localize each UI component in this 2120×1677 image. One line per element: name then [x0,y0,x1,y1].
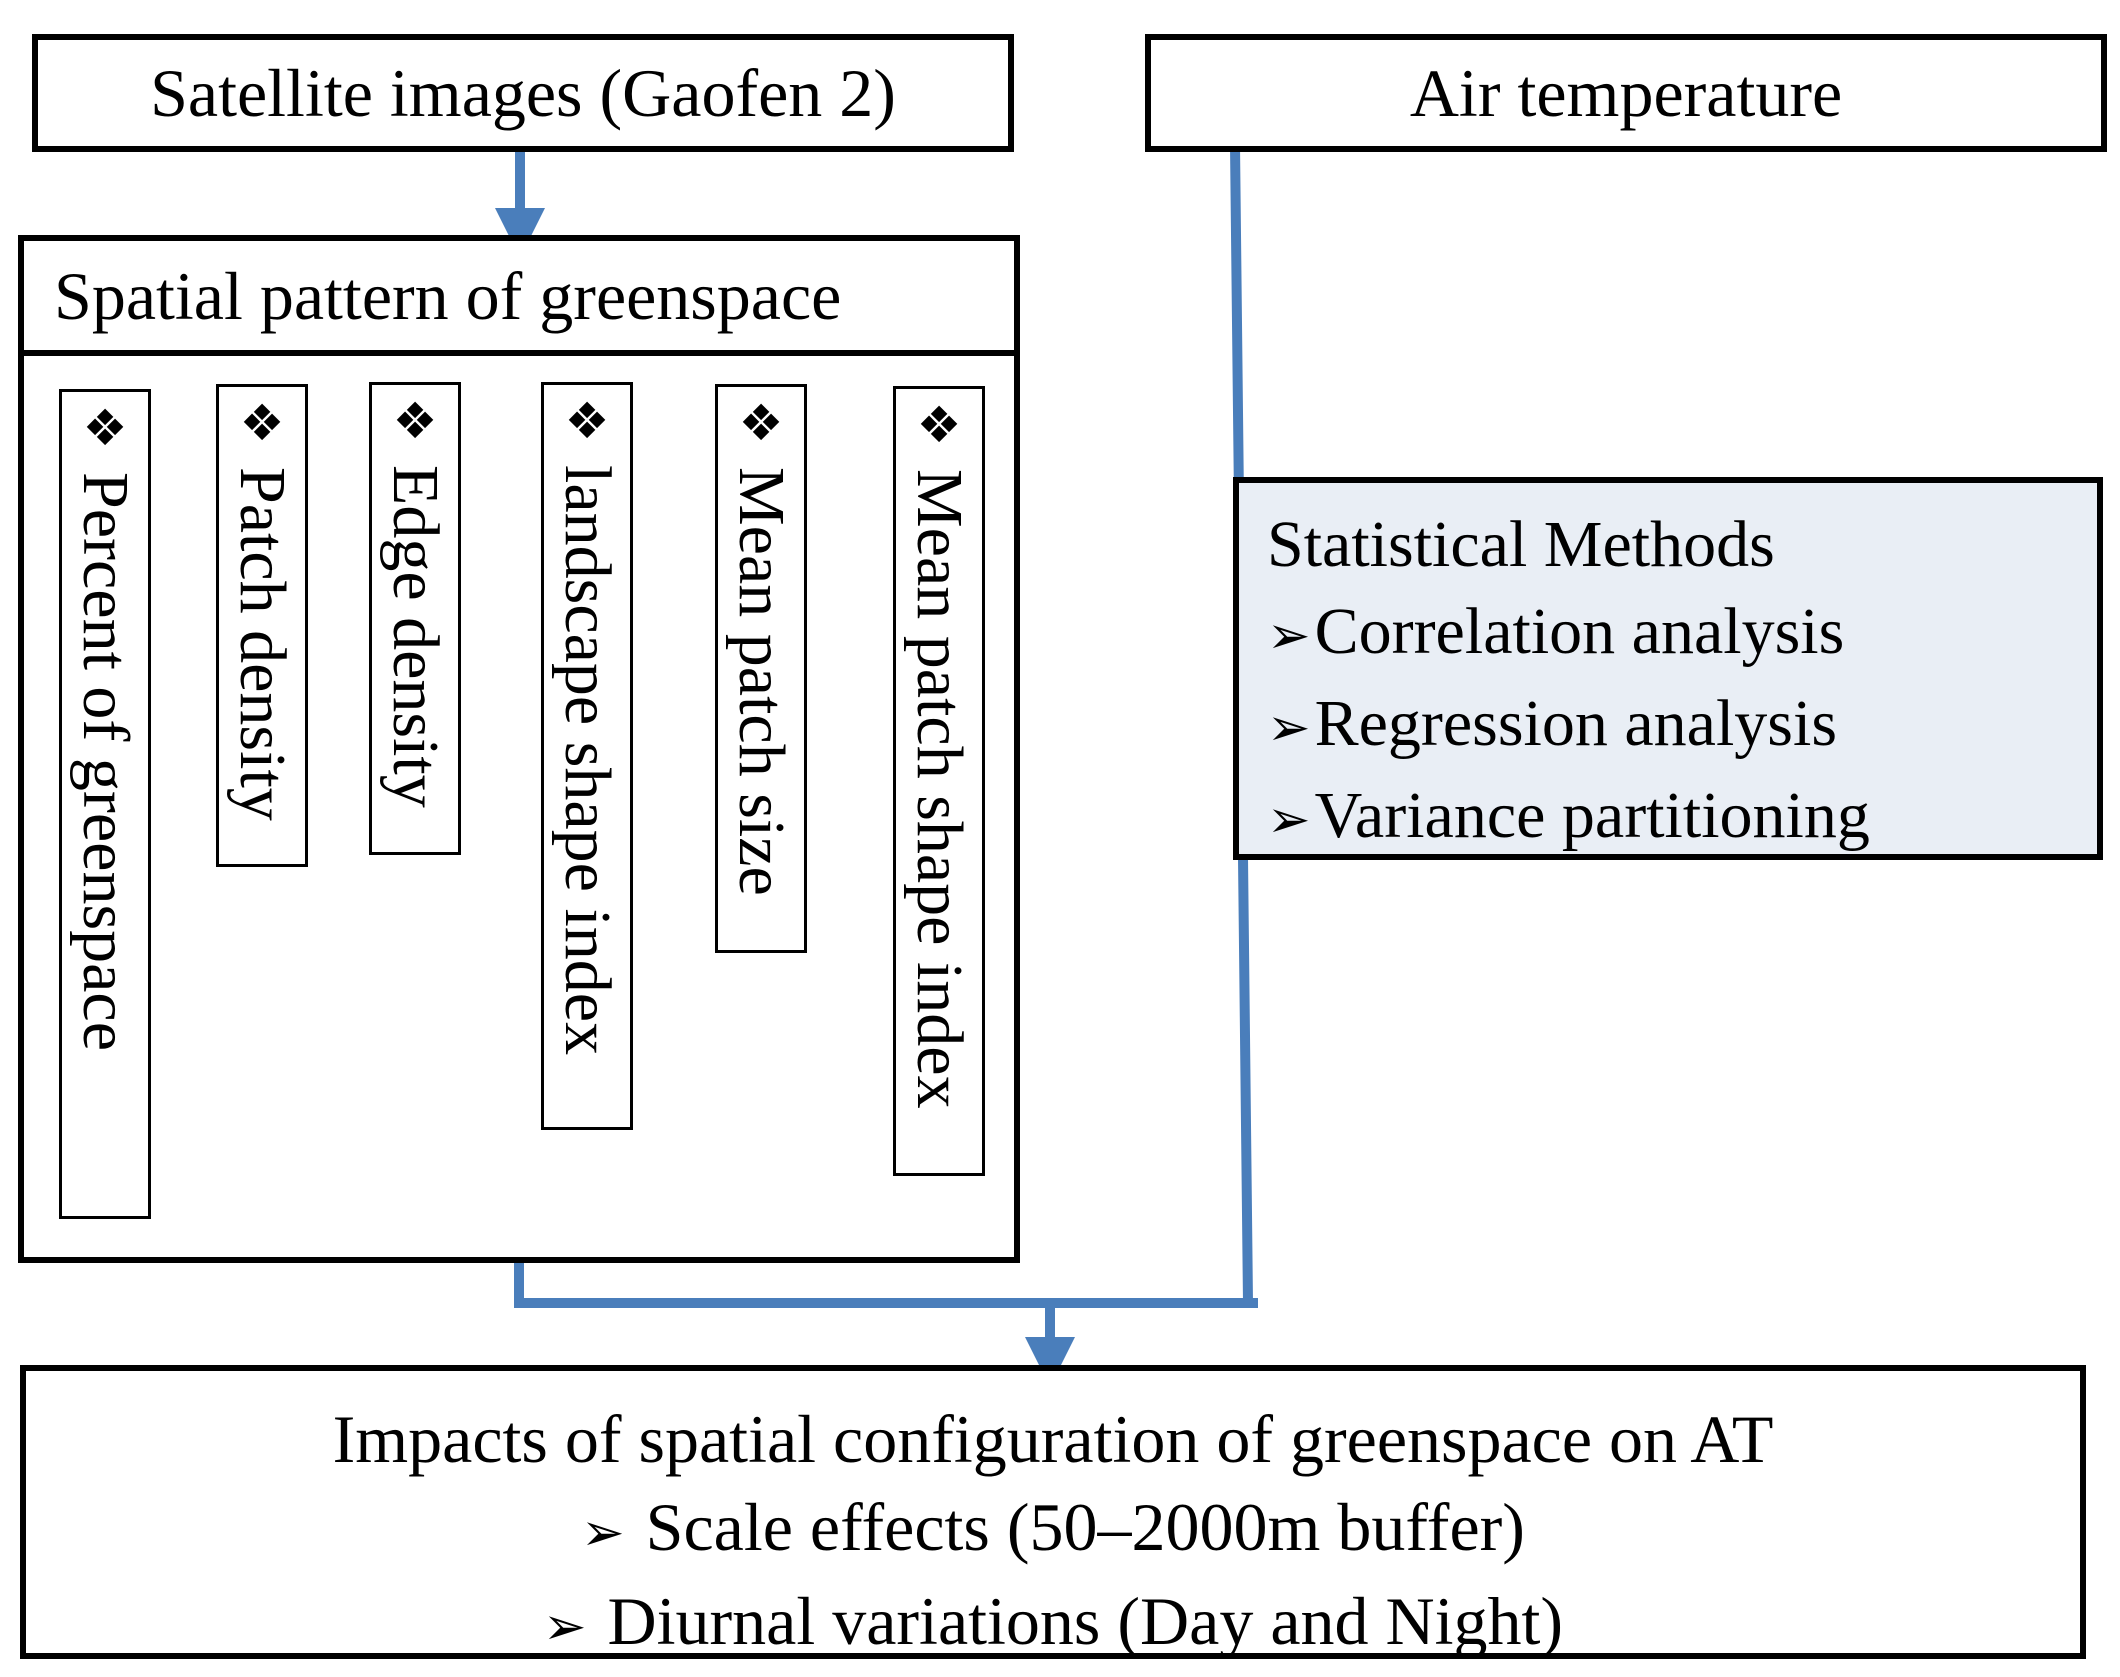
diamond-bullet-icon: ❖ [82,399,128,457]
spatial-pattern-box: Spatial pattern of greenspace ❖ Percent … [18,235,1020,1263]
method-label: Regression analysis [1314,687,1838,760]
statistical-methods-title: Statistical Methods [1267,508,1775,581]
spatial-pattern-title: Spatial pattern of greenspace [24,241,1014,356]
method-item: ➢Variance partitioning [1267,772,2097,864]
metric-patch-density: ❖ Patch density [216,384,308,867]
diamond-bullet-icon: ❖ [916,396,962,454]
satellite-images-box: Satellite images (Gaofen 2) [32,34,1014,152]
metric-label: Percent of greenspace [69,472,142,1052]
impact-item: ➢ Scale effects (50–2000m buffer) [26,1483,2080,1577]
metric-mean-patch-size: ❖ Mean patch size [715,384,807,953]
diamond-bullet-icon: ❖ [239,394,285,452]
metric-label: Edge density [379,465,452,808]
line-pattern-down [514,1263,1252,1308]
diamond-bullet-icon: ❖ [564,392,610,450]
impacts-title: Impacts of spatial configuration of gree… [332,1401,1774,1477]
metric-label: landscape shape index [551,465,624,1056]
impacts-box: Impacts of spatial configuration of gree… [20,1365,2086,1659]
diamond-bullet-icon: ❖ [392,392,438,450]
method-item: ➢Correlation analysis [1267,588,2097,680]
impact-label: Diurnal variations (Day and Night) [607,1583,1564,1659]
metric-label: Mean patch shape index [903,469,976,1109]
metric-mean-patch-shape-index: ❖ Mean patch shape index [893,386,985,1176]
metric-label: Mean patch size [725,467,798,896]
method-label: Correlation analysis [1314,595,1845,668]
air-temperature-box: Air temperature [1145,34,2107,152]
arrow-bullet-icon: ➢ [581,1503,625,1563]
metric-landscape-shape-index: ❖ landscape shape index [541,382,633,1130]
arrow-bullet-icon: ➢ [1267,698,1311,758]
impact-item: ➢ Diurnal variations (Day and Night) [26,1577,2080,1671]
metric-percent-greenspace: ❖ Percent of greenspace [59,389,151,1219]
metric-label: Patch density [226,467,299,821]
method-item: ➢Regression analysis [1267,680,2097,772]
statistical-methods-box: Statistical Methods ➢Correlation analysi… [1233,477,2103,860]
method-label: Variance partitioning [1314,779,1870,852]
impact-label: Scale effects (50–2000m buffer) [645,1489,1525,1565]
arrow-bullet-icon: ➢ [542,1597,587,1657]
arrow-bullet-icon: ➢ [1267,606,1311,666]
diamond-bullet-icon: ❖ [738,394,784,452]
air-temperature-label: Air temperature [1409,54,1843,131]
metric-edge-density: ❖ Edge density [369,382,461,855]
arrow-bullet-icon: ➢ [1267,790,1311,850]
satellite-images-label: Satellite images (Gaofen 2) [150,54,896,131]
